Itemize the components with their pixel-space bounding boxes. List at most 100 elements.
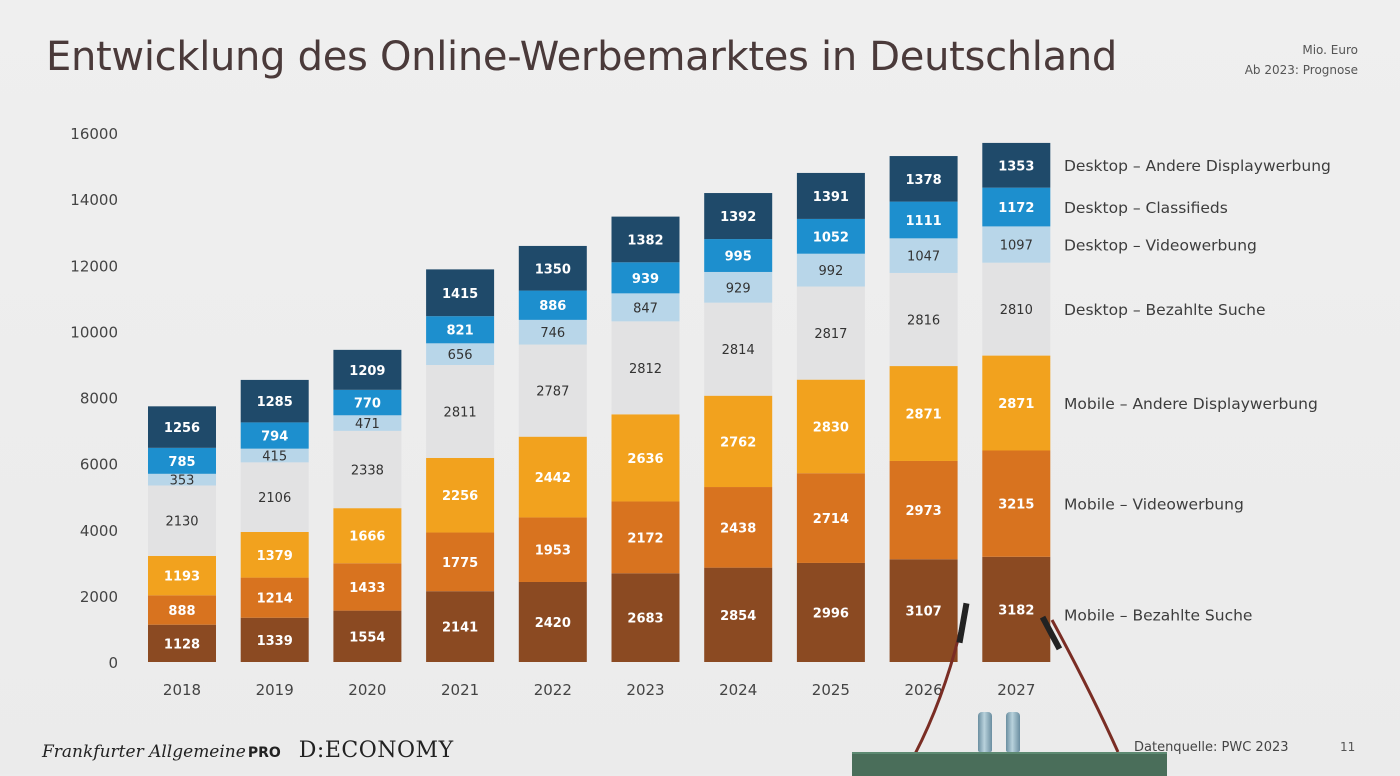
podium xyxy=(852,752,1167,776)
data-label: 1172 xyxy=(998,201,1034,216)
bar-segment xyxy=(518,319,587,345)
bar-segment xyxy=(333,389,402,416)
data-label: 992 xyxy=(818,264,843,279)
data-label: 1052 xyxy=(813,230,849,245)
bar-segment xyxy=(333,349,402,390)
bar-segment xyxy=(796,286,865,380)
bar-segment xyxy=(240,379,309,423)
data-label: 2871 xyxy=(906,408,942,423)
bar-segment xyxy=(889,201,958,239)
bar-segment xyxy=(333,430,402,509)
bar-segment xyxy=(796,218,865,254)
data-label: 1415 xyxy=(442,287,478,302)
bar-segment xyxy=(982,556,1051,662)
data-label: 2714 xyxy=(813,512,849,527)
bar-segment xyxy=(148,473,216,486)
data-label: 2172 xyxy=(627,531,663,546)
bar-segment xyxy=(704,239,773,272)
data-label: 1256 xyxy=(164,421,200,436)
bar-segment xyxy=(426,343,495,365)
y-tick-label: 14000 xyxy=(70,191,118,209)
microphone-stand xyxy=(1050,619,1120,753)
data-label: 1128 xyxy=(164,637,200,652)
data-label: 2256 xyxy=(442,489,478,504)
x-tick-label: 2020 xyxy=(348,681,386,699)
bar-segment xyxy=(426,364,495,458)
pro-logo: PRO xyxy=(247,745,281,761)
data-label: 821 xyxy=(447,324,474,339)
bar-segment xyxy=(889,366,958,461)
x-tick-label: 2026 xyxy=(905,681,943,699)
bar-segment xyxy=(611,216,680,263)
data-label: 353 xyxy=(170,474,195,489)
bar-segment xyxy=(518,517,587,582)
data-label: 471 xyxy=(355,417,380,432)
bar-segment xyxy=(518,581,587,662)
bar-segment xyxy=(704,193,773,240)
bar-segment xyxy=(611,573,680,662)
data-label: 1382 xyxy=(627,233,663,248)
data-label: 1775 xyxy=(442,556,478,571)
data-label: 2973 xyxy=(906,504,942,519)
data-label: 2636 xyxy=(627,452,663,467)
data-source: Datenquelle: PWC 2023 xyxy=(1134,740,1289,755)
data-label: 1214 xyxy=(257,592,293,607)
data-label: 2762 xyxy=(720,435,756,450)
bar-segment xyxy=(240,462,309,532)
data-label: 1953 xyxy=(535,544,571,559)
x-tick-label: 2024 xyxy=(719,681,757,699)
data-label: 2438 xyxy=(720,521,756,536)
data-label: 888 xyxy=(168,604,195,619)
bar-segment xyxy=(796,562,865,662)
data-label: 3215 xyxy=(998,498,1034,513)
x-tick-label: 2027 xyxy=(997,681,1035,699)
y-tick-label: 2000 xyxy=(80,588,118,606)
data-label: 2338 xyxy=(351,464,384,479)
bar-segment xyxy=(704,487,773,568)
data-label: 2871 xyxy=(998,397,1034,412)
bar-segment xyxy=(148,406,216,448)
data-label: 2814 xyxy=(722,343,755,358)
data-label: 2683 xyxy=(627,612,663,627)
bar-segment xyxy=(611,414,680,502)
data-label: 1209 xyxy=(349,364,385,379)
data-label: 1285 xyxy=(257,395,293,410)
data-label: 794 xyxy=(261,430,288,445)
x-tick-label: 2018 xyxy=(163,681,201,699)
data-label: 2812 xyxy=(629,362,662,377)
bar-segment xyxy=(240,448,309,463)
bar-segment xyxy=(518,436,587,518)
microphone xyxy=(956,602,970,644)
data-label: 1350 xyxy=(535,262,571,277)
data-label: 1097 xyxy=(1000,239,1033,254)
data-label: 2816 xyxy=(907,314,940,329)
bar-segment xyxy=(426,532,495,592)
bar-segment xyxy=(148,555,216,596)
data-label: 2106 xyxy=(258,491,291,506)
data-label: 1378 xyxy=(906,173,942,188)
data-label: 939 xyxy=(632,272,659,287)
legend-label: Desktop – Andere Displaywerbung xyxy=(1064,157,1331,175)
data-label: 1379 xyxy=(257,549,293,564)
bar-segment xyxy=(518,290,587,320)
legend-label: Mobile – Andere Displaywerbung xyxy=(1064,395,1318,413)
page-title: Entwicklung des Online-Werbemarktes in D… xyxy=(46,34,1117,80)
data-label: 995 xyxy=(725,250,752,265)
data-label: 2996 xyxy=(813,606,849,621)
x-tick-label: 2021 xyxy=(441,681,479,699)
bar-segment xyxy=(889,272,958,367)
data-label: 3182 xyxy=(998,603,1034,618)
bar-segment xyxy=(240,531,309,578)
data-label: 785 xyxy=(168,455,195,470)
bar-segment xyxy=(982,187,1051,227)
data-label: 2130 xyxy=(165,515,198,530)
x-tick-label: 2023 xyxy=(626,681,664,699)
data-label: 3107 xyxy=(906,605,942,620)
bar-segment xyxy=(982,142,1051,188)
x-tick-label: 2022 xyxy=(534,681,572,699)
x-tick-label: 2019 xyxy=(256,681,294,699)
data-label: 1353 xyxy=(998,159,1034,174)
footer-brand: Frankfurter Allgemeine PRO D:ECONOMY xyxy=(42,738,454,763)
forecast-note: Ab 2023: Prognose xyxy=(1244,63,1358,77)
